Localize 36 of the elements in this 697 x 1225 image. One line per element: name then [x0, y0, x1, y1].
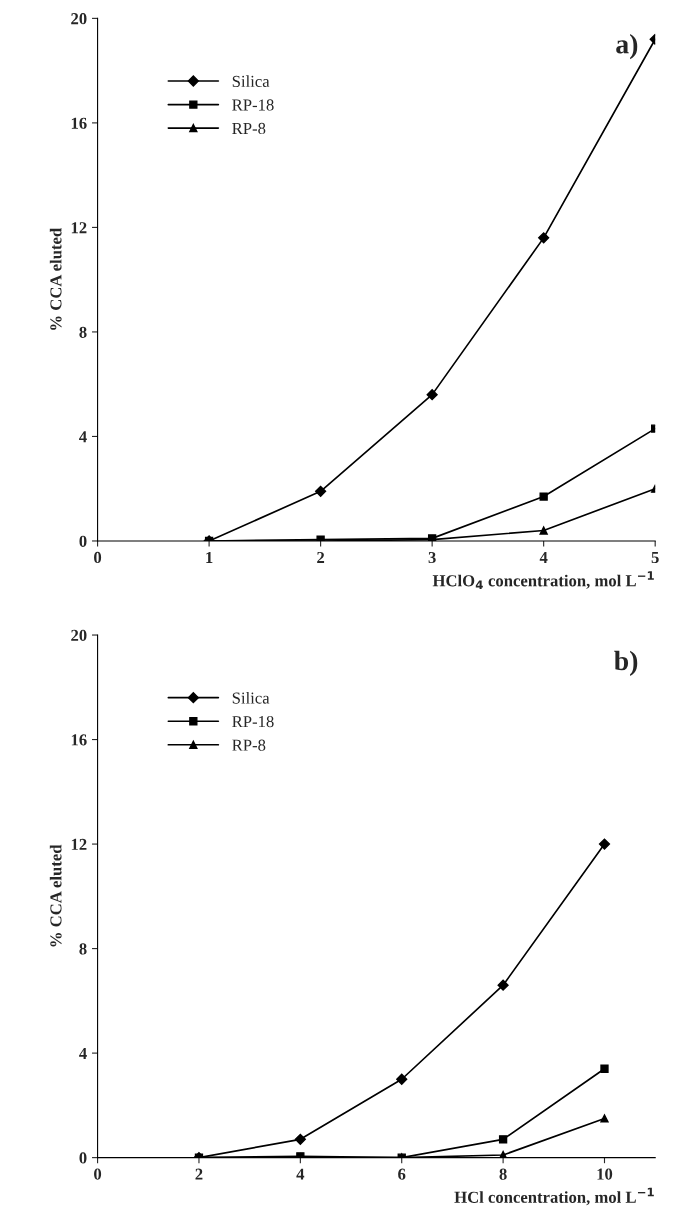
legend-label: RP-8: [232, 739, 266, 751]
y-axis-title: % CCA eluted: [49, 844, 62, 947]
y-axis-title: % CCA eluted: [49, 228, 62, 330]
y-tick-label: 20: [71, 629, 87, 641]
y-tick-label: 4: [79, 1047, 87, 1059]
x-tick-label: 0: [94, 1168, 102, 1180]
y-tick-label: 12: [71, 838, 87, 850]
x-tick-label: 2: [195, 1168, 203, 1180]
legend-label: RP-8: [232, 122, 266, 135]
y-tick-label: 12: [71, 222, 87, 234]
x-axis-title: HClO$_{4}$ concentration, mol L$^{−1}$: [432, 571, 654, 589]
x-axis-title: HCl concentration, mol L$^{−1}$: [454, 1187, 654, 1206]
y-tick-label: 16: [71, 117, 87, 129]
x-tick-label: 1: [206, 551, 213, 563]
legend-label: Silica: [232, 75, 270, 88]
x-tick-label: 4: [296, 1168, 305, 1180]
x-tick-label: 3: [428, 551, 436, 564]
x-tick-label: 2: [317, 551, 325, 563]
legend-label: Silica: [232, 691, 270, 704]
x-tick-label: 4: [539, 551, 548, 563]
text: b): [614, 650, 638, 676]
y-tick-label: 0: [79, 1152, 87, 1164]
legend-label: RP-18: [232, 99, 274, 111]
text: a): [616, 34, 638, 60]
legend-label: RP-18: [232, 715, 274, 728]
x-tick-label: 0: [94, 551, 102, 564]
y-tick-label: 8: [79, 943, 87, 955]
y-tick-label: 4: [79, 431, 87, 443]
y-tick-label: 20: [71, 13, 87, 25]
x-tick-label: 6: [398, 1168, 406, 1180]
x-tick-label: 8: [499, 1168, 507, 1180]
x-tick-label: 10: [597, 1168, 613, 1180]
x-tick-label: 5: [651, 552, 659, 564]
y-tick-label: 8: [79, 326, 87, 338]
y-tick-label: 0: [79, 535, 87, 547]
y-tick-label: 16: [71, 734, 87, 746]
